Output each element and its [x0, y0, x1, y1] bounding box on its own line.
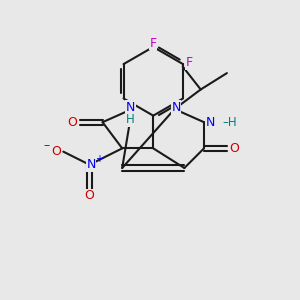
Text: +: +: [95, 154, 103, 164]
Text: –H: –H: [222, 116, 237, 129]
Text: N: N: [126, 101, 135, 114]
Text: O: O: [85, 189, 94, 202]
Text: O: O: [229, 142, 239, 155]
Text: N: N: [206, 116, 215, 129]
Text: H: H: [126, 113, 135, 126]
Text: N: N: [86, 158, 96, 171]
Text: O: O: [51, 145, 61, 158]
Text: F: F: [150, 37, 157, 50]
Text: N: N: [172, 101, 181, 114]
Text: –: –: [43, 139, 50, 152]
Text: O: O: [68, 116, 77, 129]
Text: F: F: [185, 56, 193, 69]
